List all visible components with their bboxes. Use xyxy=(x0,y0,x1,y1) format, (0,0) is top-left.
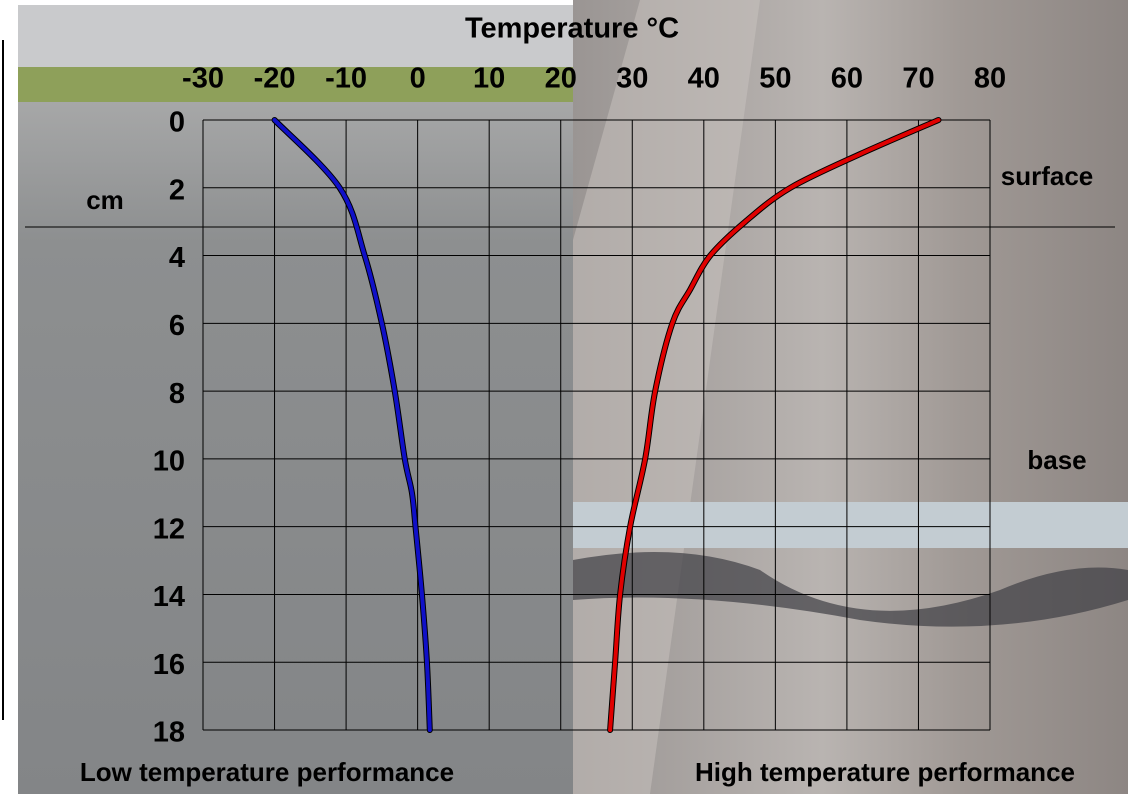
y-tick-label: 8 xyxy=(169,378,185,410)
curve xyxy=(272,118,432,732)
x-tick-label: 80 xyxy=(974,63,1006,95)
y-axis-label: cm xyxy=(86,185,124,215)
white-bar xyxy=(573,502,1128,548)
x-tick-label: 40 xyxy=(688,63,720,95)
left-photo-top xyxy=(18,5,573,67)
x-tick-label: -10 xyxy=(325,63,367,95)
curve xyxy=(608,118,941,732)
y-tick-label: 6 xyxy=(169,310,185,342)
grass-strip xyxy=(18,67,573,102)
left-photo xyxy=(18,5,573,794)
y-tick-label: 0 xyxy=(169,107,185,139)
x-tick-label: -20 xyxy=(254,63,296,95)
x-tick-label: 50 xyxy=(759,63,791,95)
y-tick-label: 14 xyxy=(153,581,185,613)
shadow xyxy=(573,552,1128,627)
x-tick-label: 70 xyxy=(902,63,934,95)
annotation: surface xyxy=(1001,161,1094,191)
annotation: base xyxy=(1027,445,1086,475)
x-tick-label: 60 xyxy=(831,63,863,95)
panel-label: Low temperature performance xyxy=(80,757,454,787)
chart-title: Temperature °C xyxy=(465,13,679,45)
x-tick-label: 0 xyxy=(410,63,426,95)
x-tick-label: 10 xyxy=(473,63,505,95)
y-tick-label: 18 xyxy=(153,717,185,749)
y-tick-label: 2 xyxy=(169,174,185,206)
y-tick-label: 16 xyxy=(153,649,185,681)
y-tick-label: 10 xyxy=(153,446,185,478)
panel-label: High temperature performance xyxy=(695,757,1075,787)
y-tick-label: 4 xyxy=(169,242,185,274)
x-tick-label: 20 xyxy=(545,63,577,95)
y-tick-label: 12 xyxy=(153,513,185,545)
x-tick-label: -30 xyxy=(182,63,224,95)
x-tick-label: 30 xyxy=(616,63,648,95)
